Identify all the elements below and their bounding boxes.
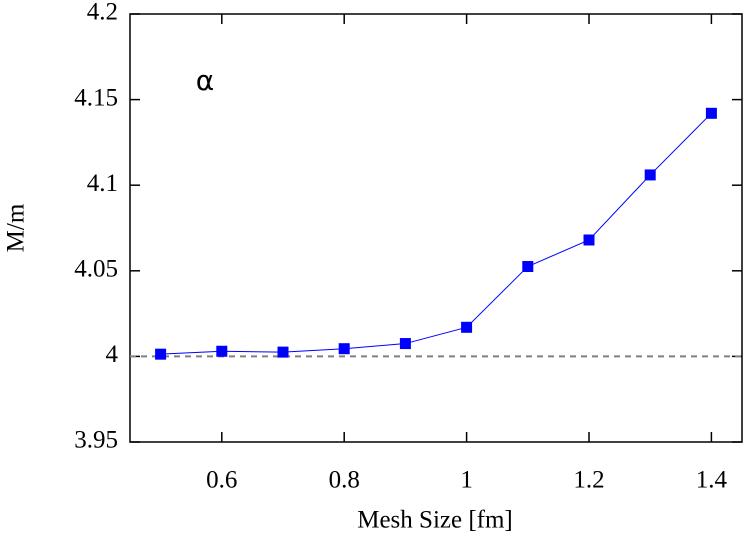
data-point (338, 343, 350, 355)
data-point (216, 345, 228, 357)
x-tick-label: 0.8 (329, 467, 360, 494)
y-tick-label: 4 (106, 341, 119, 368)
x-axis-label: Mesh Size [fm] (357, 507, 513, 534)
series-line (160, 112, 712, 355)
y-tick-label: 4.2 (87, 0, 118, 26)
data-point (644, 169, 656, 181)
x-tick-label: 0.6 (206, 467, 237, 494)
data-point (155, 348, 167, 360)
y-tick-label: 4.05 (74, 256, 118, 283)
x-tick-label: 1 (460, 467, 473, 494)
y-tick-label: 4.1 (87, 170, 118, 197)
y-tick-label: 4.15 (74, 84, 118, 111)
plot-frame (129, 13, 743, 443)
data-point (583, 234, 595, 246)
data-point (705, 107, 717, 119)
y-tick-label: 3.95 (74, 427, 118, 454)
data-point (461, 321, 473, 333)
data-point (399, 338, 411, 350)
annotation: α (196, 64, 214, 97)
x-tick-label: 1.2 (573, 467, 604, 494)
data-point (522, 261, 534, 273)
x-tick-label: 1.4 (696, 467, 728, 494)
y-axis-label: M/m (3, 203, 30, 252)
data-point (277, 346, 289, 358)
